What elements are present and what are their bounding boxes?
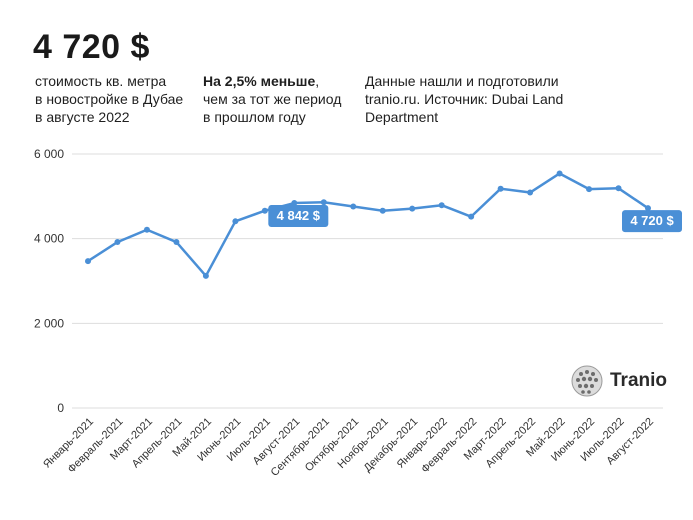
data-point: [114, 239, 121, 246]
data-point: [173, 239, 180, 246]
data-label: 4 842 $: [277, 208, 321, 223]
caption-change: На 2,5% меньше, чем за тот же период в п…: [203, 73, 342, 125]
x-tick-label: Январь-2021: [41, 416, 96, 471]
y-tick-label: 4 000: [34, 232, 64, 246]
data-point: [497, 185, 504, 192]
data-point: [527, 189, 534, 196]
data-point: [586, 186, 593, 193]
data-point: [409, 205, 416, 212]
data-point: [379, 207, 386, 214]
data-label: 4 720 $: [630, 213, 674, 228]
data-point: [645, 205, 651, 212]
data-point: [202, 272, 209, 279]
y-tick-label: 6 000: [34, 147, 64, 161]
caption-change-highlight: На 2,5% меньше: [203, 73, 316, 89]
data-point: [556, 170, 563, 177]
caption-description: стоимость кв. метра в новостройке в Дуба…: [35, 73, 184, 125]
tranio-sphere-icon: [571, 365, 603, 397]
data-point: [615, 185, 622, 192]
data-point: [85, 258, 91, 265]
data-point: [232, 218, 239, 225]
headline-value: 4 720 $: [33, 28, 150, 66]
y-tick-label: 0: [57, 401, 64, 415]
data-point: [438, 202, 445, 209]
data-point: [291, 200, 298, 207]
data-label-box: [622, 210, 682, 233]
data-point: [468, 213, 475, 220]
data-point: [261, 207, 268, 214]
data-label-box: [268, 205, 329, 228]
series-line: [86, 172, 650, 278]
data-point: [350, 203, 357, 210]
caption-source: Данные нашли и подготовили tranio.ru. Ис…: [365, 73, 564, 125]
data-point: [143, 226, 150, 233]
logo-text: Tranio: [610, 370, 668, 391]
tranio-logo: Tranio: [570, 364, 667, 398]
data-point: [320, 199, 327, 206]
y-tick-label: 2 000: [34, 316, 64, 330]
